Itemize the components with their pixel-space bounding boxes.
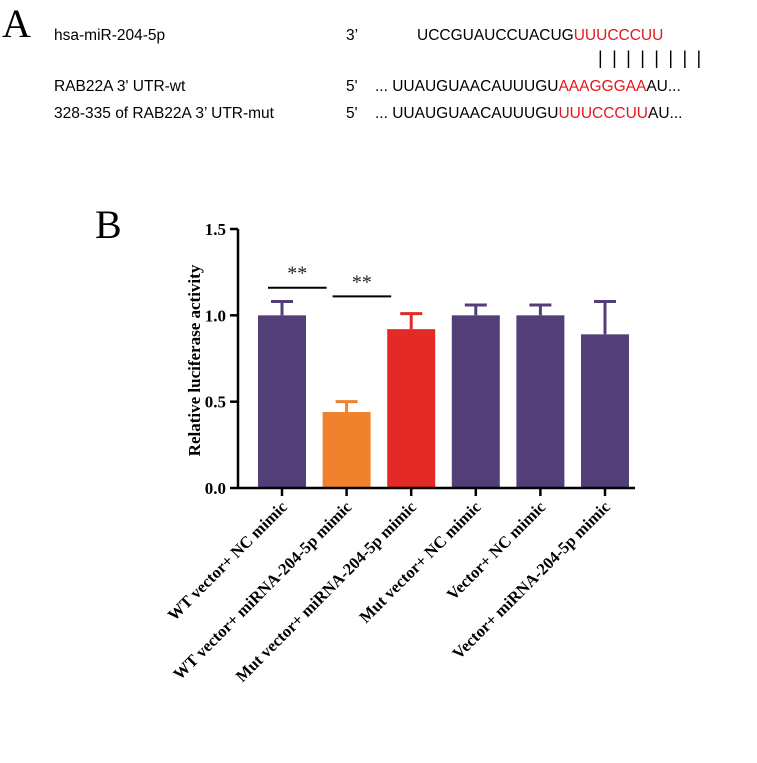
mirna-end-label: 3’ (346, 27, 359, 44)
wt-seq-site: AAAGGGAA (558, 78, 647, 95)
mirna-sequence: UCCGUAUCCUACUGUUUCCCUU (417, 28, 663, 44)
base-pairing-marks: | | | | | | | | (598, 48, 704, 68)
mut-utr-label: 328-335 of RAB22A 3’ UTR-mut (54, 105, 274, 122)
bar-4 (516, 315, 565, 488)
x-tick-label-0: WT vector+ NC mimic (164, 497, 291, 624)
x-tick-label-3: Mut vector+ NC mimic (355, 497, 484, 626)
mut-seq-suffix: AU... (648, 105, 683, 122)
mirna-seq-seed: UUUCCCUU (573, 27, 664, 44)
bar-1 (322, 412, 371, 488)
bar-3 (451, 315, 500, 488)
bar-5 (581, 334, 629, 488)
bar-0 (258, 315, 306, 488)
mirna-seq-black: UCCGUAUCCUACUG (417, 27, 574, 44)
y-tick-label-2: 1.0 (205, 306, 226, 325)
y-tick-label-1: 0.5 (205, 393, 226, 412)
wt-seq-suffix: AU... (646, 78, 681, 95)
y-axis-label: Relative luciferase activity (185, 264, 204, 456)
y-tick-label-3: 1.5 (205, 220, 226, 239)
mut-utr-sequence: ... UUAUGUAACAUUUGUUUUCCCUUAU... (375, 106, 682, 122)
significance-label-0: ** (287, 263, 307, 285)
panel-b-letter: B (95, 202, 122, 247)
wt-seq-black: UUAUGUAACAUUUGU (392, 78, 559, 95)
wt-utr-end-label: 5' (346, 78, 358, 95)
mut-seq-site: UUUCCCUU (558, 105, 649, 122)
bar-2 (387, 329, 436, 488)
y-tick-label-0: 0.0 (205, 479, 226, 498)
mirna-label: hsa-miR-204-5p (54, 27, 166, 44)
wt-seq-prefix: ... (375, 78, 388, 95)
mut-seq-black: UUAUGUAACAUUUGU (392, 105, 559, 122)
significance-label-1: ** (352, 271, 372, 293)
panel-a-letter: A (2, 1, 31, 46)
wt-utr-label: RAB22A 3' UTR-wt (54, 78, 186, 95)
mut-utr-end-label: 5' (346, 105, 358, 122)
mut-seq-prefix: ... (375, 105, 388, 122)
wt-utr-sequence: ... UUAUGUAACAUUUGUAAAGGGAAAU... (375, 79, 681, 95)
